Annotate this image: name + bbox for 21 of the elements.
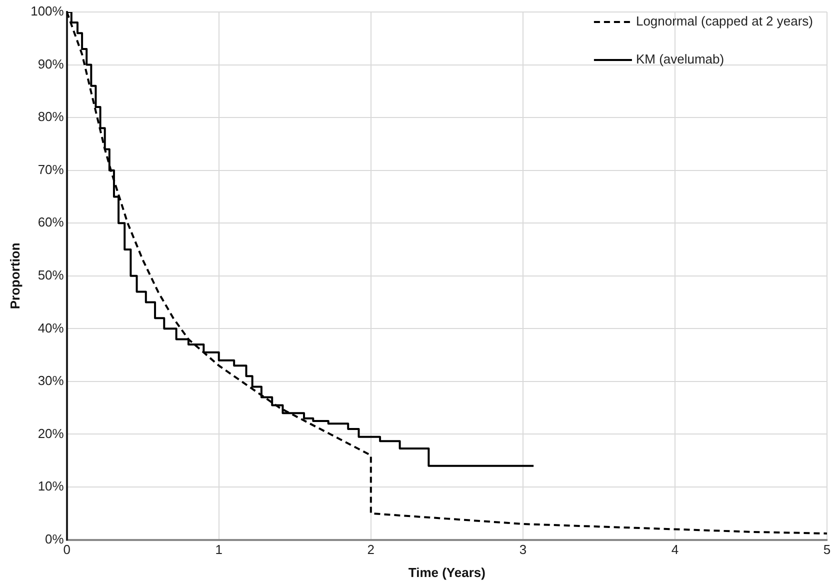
x-axis-title: Time (Years)	[408, 564, 486, 580]
legend-label: KM (avelumab)	[636, 52, 724, 67]
y-tick-label: 90%	[38, 56, 64, 72]
x-tick-label: 0	[63, 542, 70, 558]
y-tick-label: 0%	[45, 531, 64, 546]
x-tick-label: 3	[519, 542, 527, 558]
x-tick-label: 5	[823, 542, 831, 558]
y-axis-title: Proportion	[7, 242, 22, 310]
legend-label: Lognormal (capped at 2 years)	[636, 14, 814, 29]
y-tick-label: 40%	[38, 320, 64, 336]
y-tick-label: 20%	[38, 426, 64, 441]
y-tick-label: 70%	[38, 162, 64, 177]
x-tick-label: 2	[367, 542, 375, 558]
y-tick-label: 60%	[38, 214, 64, 230]
x-tick-label: 1	[215, 542, 222, 558]
x-tick-label: 4	[671, 542, 679, 558]
y-tick-label: 80%	[38, 109, 64, 124]
y-tick-label: 50%	[38, 267, 64, 282]
y-tick-label: 30%	[38, 373, 64, 388]
y-tick-label: 100%	[30, 4, 64, 19]
y-tick-label: 10%	[38, 478, 64, 494]
